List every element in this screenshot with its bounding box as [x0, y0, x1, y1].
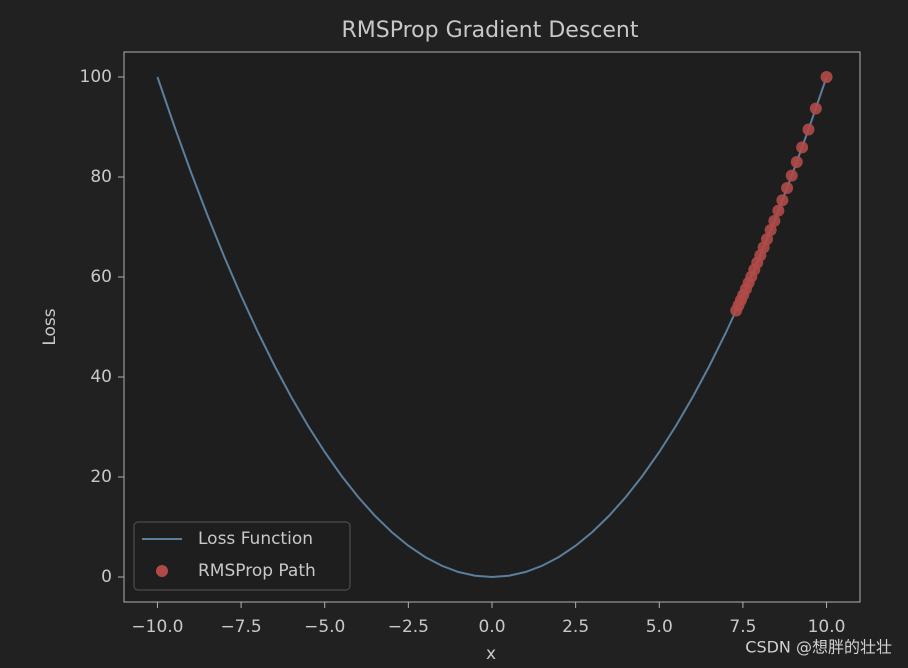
path-point: [730, 304, 743, 317]
path-point: [785, 169, 798, 182]
legend-label: Loss Function: [198, 529, 313, 549]
x-axis-label: x: [486, 644, 496, 664]
path-point: [781, 182, 794, 195]
path-point: [772, 204, 785, 217]
x-tick-label: 0.0: [478, 617, 505, 637]
watermark: CSDN @想胖的壮壮: [745, 638, 892, 657]
loss-line: [156, 76, 828, 579]
path-point: [768, 214, 781, 227]
x-tick-label: −5.0: [304, 617, 345, 637]
x-tick-label: −7.5: [220, 617, 261, 637]
x-tick-label: 2.5: [562, 617, 589, 637]
y-axis-label: Loss: [40, 308, 60, 345]
path-point: [796, 141, 809, 154]
path-point: [820, 71, 833, 83]
path-point: [776, 194, 789, 207]
chart-title: RMSProp Gradient Descent: [342, 18, 639, 43]
y-tick-label: 80: [90, 167, 112, 187]
y-tick-label: 40: [90, 367, 112, 387]
x-tick-label: −2.5: [388, 617, 429, 637]
path-point: [809, 102, 822, 115]
x-tick-label: −10.0: [131, 617, 183, 637]
x-tick-label: 10.0: [808, 617, 846, 637]
x-tick-label: 7.5: [729, 617, 756, 637]
legend-label: RMSProp Path: [198, 561, 316, 581]
y-tick-label: 0: [101, 567, 112, 587]
path-point: [790, 156, 803, 169]
y-tick-label: 20: [90, 467, 112, 487]
y-tick-label: 100: [80, 67, 112, 87]
y-tick-label: 60: [90, 267, 112, 287]
legend-marker: [156, 565, 168, 577]
legend-box: [133, 521, 351, 591]
x-tick-label: 5.0: [646, 617, 673, 637]
plot-area: [123, 51, 861, 603]
path-point: [764, 224, 777, 237]
path-point: [802, 123, 815, 136]
